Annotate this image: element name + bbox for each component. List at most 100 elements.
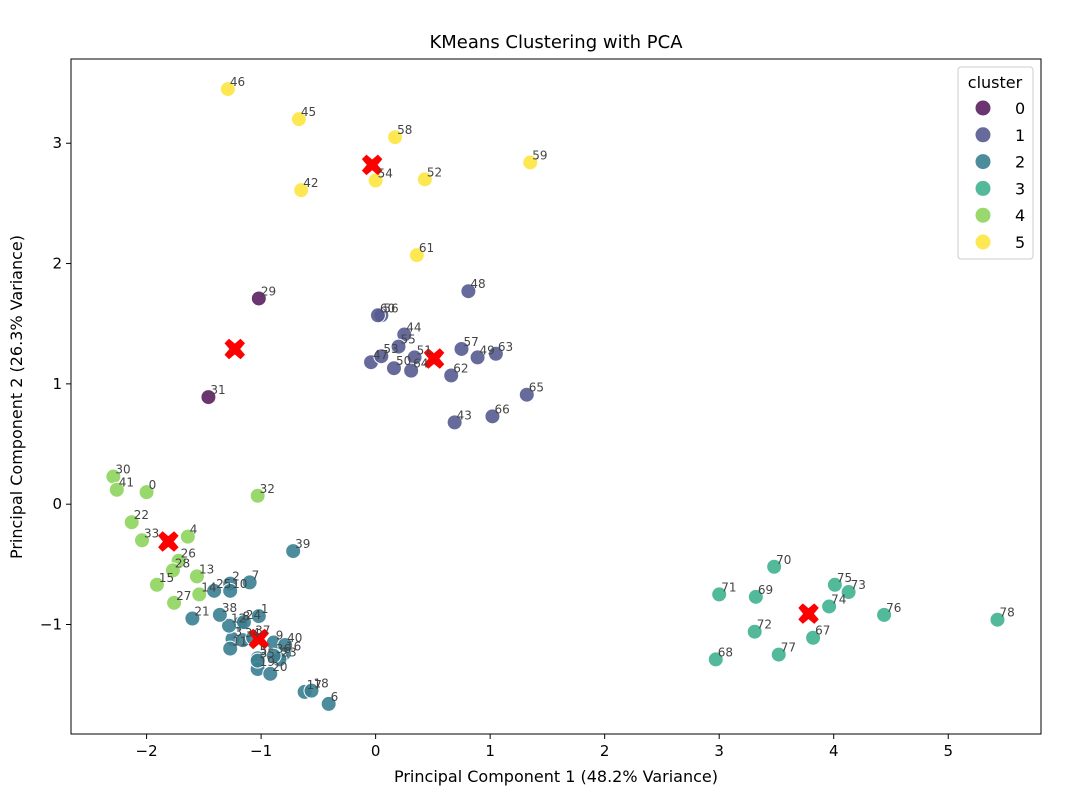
centroid-marker bbox=[423, 348, 445, 369]
data-point bbox=[766, 558, 783, 575]
legend-entry-label: 0 bbox=[1015, 99, 1025, 118]
x-tick-label: −2 bbox=[136, 742, 158, 760]
point-label: 23 bbox=[281, 645, 296, 659]
point-label: 14 bbox=[201, 580, 216, 594]
point-label: 36 bbox=[276, 642, 291, 656]
plot-frame bbox=[70, 58, 1042, 735]
point-label: 59 bbox=[532, 148, 547, 162]
point-label: 65 bbox=[529, 381, 544, 395]
data-point bbox=[211, 606, 228, 623]
centroid-marker bbox=[248, 628, 270, 650]
data-point bbox=[876, 606, 893, 623]
data-point bbox=[188, 568, 205, 585]
data-point bbox=[277, 636, 294, 653]
data-point bbox=[416, 171, 433, 188]
point-label: 9 bbox=[276, 629, 284, 643]
legend-entry-label: 4 bbox=[1015, 206, 1025, 225]
data-point bbox=[249, 652, 266, 669]
data-point bbox=[222, 640, 239, 657]
point-label: 42 bbox=[303, 176, 318, 190]
legend-title: cluster bbox=[968, 73, 1023, 92]
legend-entry-label: 1 bbox=[1015, 126, 1025, 145]
point-label: 7 bbox=[252, 568, 260, 582]
data-point bbox=[487, 345, 504, 362]
y-tick-label: 2 bbox=[52, 255, 62, 273]
legend-marker bbox=[975, 127, 991, 143]
point-label: 25 bbox=[216, 577, 231, 591]
data-point bbox=[303, 682, 320, 699]
y-tick-label: 3 bbox=[52, 134, 62, 152]
point-label: 26 bbox=[181, 547, 196, 561]
point-label: 12 bbox=[231, 612, 246, 626]
y-axis-ticks: −1 0 1 2 3 bbox=[40, 134, 71, 634]
data-point bbox=[138, 484, 155, 501]
x-tick-label: 5 bbox=[943, 742, 953, 760]
point-label: 11 bbox=[232, 635, 247, 649]
x-axis-title: Principal Component 1 (48.2% Variance) bbox=[394, 767, 718, 786]
data-point bbox=[184, 610, 201, 627]
centroid-marker bbox=[798, 603, 819, 624]
point-label: 13 bbox=[199, 562, 214, 576]
data-point bbox=[290, 111, 307, 128]
point-label: 24 bbox=[246, 608, 261, 622]
data-point bbox=[746, 623, 763, 640]
point-label: 30 bbox=[115, 463, 130, 477]
y-tick-label: −1 bbox=[40, 616, 62, 634]
legend-marker bbox=[975, 154, 991, 170]
data-point bbox=[235, 614, 252, 631]
point-label: 52 bbox=[427, 165, 442, 179]
point-label: 4 bbox=[190, 523, 198, 537]
data-point bbox=[711, 586, 728, 603]
data-point bbox=[446, 414, 463, 431]
data-point bbox=[484, 408, 501, 425]
data-point bbox=[221, 617, 238, 634]
data-point bbox=[285, 543, 302, 560]
point-label: 44 bbox=[406, 321, 421, 335]
point-label: 17 bbox=[307, 678, 322, 692]
data-point bbox=[460, 283, 477, 300]
data-point bbox=[390, 338, 407, 355]
point-label: 50 bbox=[396, 354, 411, 368]
data-point bbox=[403, 362, 420, 379]
point-label: 51 bbox=[417, 343, 432, 357]
point-label: 75 bbox=[837, 571, 852, 585]
point-label: 39 bbox=[295, 537, 310, 551]
point-label: 31 bbox=[210, 383, 225, 397]
point-label: 47 bbox=[373, 348, 388, 362]
point-label: 20 bbox=[272, 660, 287, 674]
data-point bbox=[387, 129, 404, 146]
point-label: 56 bbox=[383, 301, 398, 315]
point-label: 19 bbox=[260, 655, 275, 669]
point-label: 18 bbox=[313, 677, 328, 691]
point-label: 53 bbox=[383, 342, 398, 356]
legend-marker bbox=[975, 207, 991, 223]
point-label: 73 bbox=[851, 578, 866, 592]
data-point bbox=[469, 349, 486, 366]
data-point bbox=[219, 81, 236, 98]
data-point bbox=[443, 367, 460, 384]
data-point bbox=[821, 598, 838, 615]
legend-entries: 0 1 2 3 4 5 bbox=[975, 99, 1025, 252]
point-label: 76 bbox=[886, 601, 901, 615]
data-point bbox=[164, 562, 181, 579]
point-labels-layer: 0123456789101112131415161718192021222324… bbox=[115, 75, 1014, 704]
data-point bbox=[166, 594, 183, 611]
x-tick-label: 4 bbox=[829, 742, 839, 760]
data-point bbox=[179, 528, 196, 545]
point-label: 27 bbox=[176, 589, 191, 603]
data-point bbox=[385, 360, 402, 377]
point-label: 45 bbox=[301, 105, 316, 119]
point-label: 40 bbox=[287, 631, 302, 645]
data-point bbox=[320, 695, 337, 712]
point-label: 58 bbox=[397, 123, 412, 137]
point-label: 37 bbox=[255, 624, 270, 638]
point-label: 35 bbox=[260, 647, 275, 661]
point-label: 77 bbox=[781, 641, 796, 655]
legend: cluster 0 1 2 3 4 5 bbox=[957, 66, 1034, 260]
data-point bbox=[250, 608, 267, 625]
point-label: 29 bbox=[261, 284, 276, 298]
legend-marker bbox=[975, 180, 991, 196]
y-axis-title: Principal Component 2 (26.3% Variance) bbox=[7, 235, 26, 559]
